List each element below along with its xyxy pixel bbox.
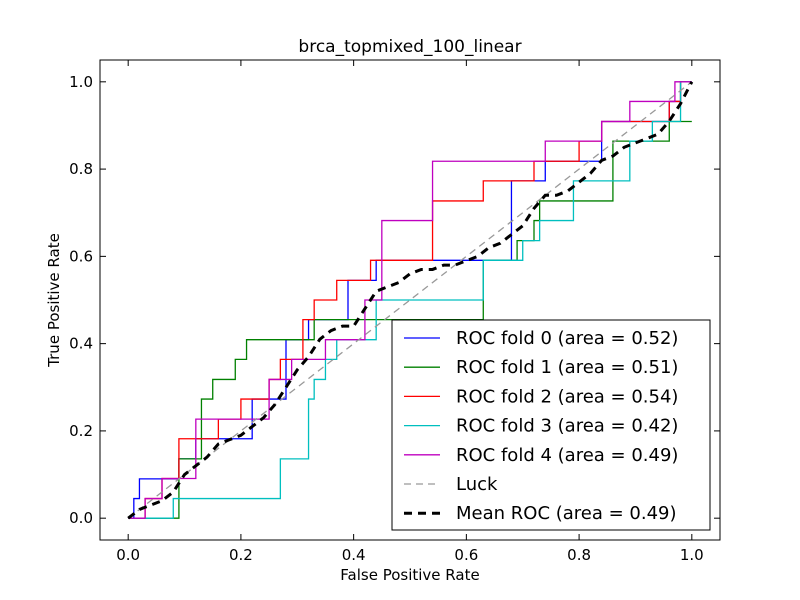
legend-label: Luck — [456, 474, 498, 495]
series-group — [127, 81, 694, 520]
series-line-roc-fold-1 — [128, 120, 692, 519]
legend-label: ROC fold 3 (area = 0.42) — [456, 416, 678, 437]
x-tick-label: 0.6 — [454, 546, 478, 564]
legend-label: ROC fold 0 (area = 0.52) — [456, 328, 678, 349]
y-axis-label: True Positive Rate — [45, 233, 63, 368]
y-tick-label: 0.4 — [69, 335, 93, 353]
legend-box — [391, 319, 711, 531]
y-tick-label: 1.0 — [69, 73, 93, 91]
y-tick-label: 0.2 — [69, 422, 93, 440]
legend-label: ROC fold 1 (area = 0.51) — [456, 357, 678, 378]
x-tick-label: 0.0 — [116, 546, 140, 564]
y-tick-label: 0.8 — [69, 160, 93, 178]
axis-ticks: 0.0 0.2 0.4 0.6 0.8 1.0 0.0 0.2 0.4 0.6 0.8 1.0 — [69, 60, 720, 564]
legend-label: ROC fold 4 (area = 0.49) — [456, 445, 678, 466]
legend-label: Mean ROC (area = 0.49) — [456, 503, 677, 524]
legend-label: ROC fold 2 (area = 0.54) — [456, 386, 678, 407]
x-axis-label: False Positive Rate — [340, 566, 479, 584]
x-tick-label: 0.8 — [567, 546, 591, 564]
y-tick-label: 0.6 — [69, 247, 93, 265]
legend: ROC fold 0 (area = 0.52) ROC fold 1 (area… — [391, 319, 711, 531]
plot-frame — [99, 59, 721, 541]
y-tick-label: 0.0 — [69, 509, 93, 527]
series-line-roc-fold-3 — [128, 81, 692, 519]
x-tick-label: 0.2 — [229, 546, 253, 564]
x-tick-label: 0.4 — [342, 546, 366, 564]
chart-title: brca_topmixed_100_linear — [298, 37, 521, 57]
x-tick-label: 1.0 — [680, 546, 704, 564]
series-line-luck — [127, 81, 693, 519]
plot-area — [99, 59, 721, 541]
